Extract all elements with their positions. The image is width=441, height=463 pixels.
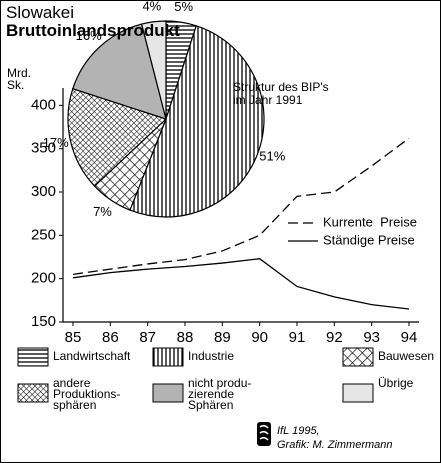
legend-label: Ständige Preise xyxy=(323,232,415,247)
y-tick-label: 300 xyxy=(31,183,56,200)
y-axis-label: Mrd. Sk. xyxy=(7,66,31,92)
slice-label: 5% xyxy=(174,1,193,14)
pie-slice xyxy=(140,20,167,120)
x-tick-label: 90 xyxy=(251,329,268,346)
slice-label: 17% xyxy=(43,135,69,150)
x-tick-label: 86 xyxy=(102,329,119,346)
slice-label: 16% xyxy=(76,28,102,43)
credit: IfL 1995, xyxy=(277,425,320,437)
pie-slice xyxy=(72,23,167,120)
x-tick-label: 89 xyxy=(214,329,231,346)
y-tick-label: 400 xyxy=(31,96,56,113)
legend-swatch xyxy=(342,347,374,367)
chart-subtitle: Bruttoinlandsprodukt xyxy=(6,21,180,40)
legend-label: nicht produ- zierende Sphären xyxy=(188,376,252,412)
legend-label: Kurrente Preise xyxy=(323,214,417,229)
credit: Grafik: M. Zimmermann xyxy=(277,439,393,451)
y-tick-label: 350 xyxy=(31,140,56,157)
logo xyxy=(257,422,271,446)
y-tick-label: 200 xyxy=(31,270,56,287)
x-tick-label: 88 xyxy=(177,329,194,346)
pie-slice xyxy=(67,87,168,187)
legend-label: Landwirtschaft xyxy=(53,349,131,363)
line-series xyxy=(72,258,410,310)
y-tick-label: 150 xyxy=(31,313,56,330)
line-series xyxy=(72,137,410,275)
y-tick-label: 250 xyxy=(31,226,56,243)
pie-title: Struktur des BIP's im Jahr 1991 xyxy=(233,80,329,107)
slice-label: 51% xyxy=(259,149,285,164)
legend-swatch xyxy=(17,383,49,403)
legend-label: Industrie xyxy=(188,349,235,363)
x-tick-label: 87 xyxy=(139,329,156,346)
x-tick-label: 85 xyxy=(65,329,82,346)
slice-label: 4% xyxy=(142,1,161,13)
x-tick-label: 94 xyxy=(401,329,418,346)
legend-swatch xyxy=(152,383,184,403)
chart-title: Slowakei xyxy=(6,3,75,22)
slice-label: 7% xyxy=(93,204,112,219)
x-tick-label: 91 xyxy=(289,329,306,346)
legend-swatch xyxy=(342,383,374,403)
legend-swatch xyxy=(152,347,184,367)
x-tick-label: 92 xyxy=(326,329,343,346)
pie-slice xyxy=(129,25,265,218)
legend-label: Übrige xyxy=(378,376,414,390)
legend-label: Bauwesen xyxy=(378,349,435,363)
legend-label: andere Produktions- sphären xyxy=(53,376,121,412)
x-tick-label: 93 xyxy=(363,329,380,346)
legend-swatch xyxy=(17,347,49,367)
